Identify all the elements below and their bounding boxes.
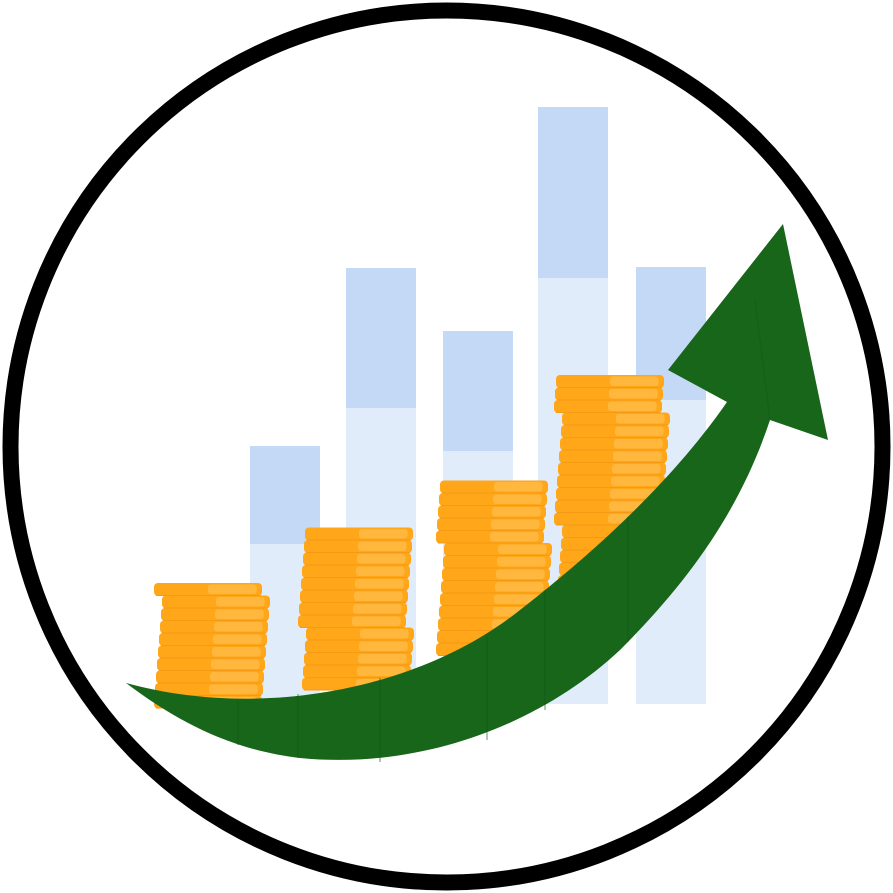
coin	[305, 527, 413, 541]
coin	[162, 595, 270, 609]
coin	[443, 555, 551, 569]
coin	[303, 552, 411, 566]
coin	[556, 375, 664, 388]
coin	[437, 518, 545, 531]
coin	[306, 627, 414, 641]
coin	[560, 437, 668, 451]
coin	[154, 583, 262, 596]
arrow-shaft	[126, 402, 770, 760]
coin	[298, 615, 406, 628]
coin	[558, 462, 666, 476]
coin	[556, 487, 664, 501]
coin	[436, 530, 544, 544]
coin	[302, 565, 410, 578]
arrow-head	[668, 224, 828, 440]
coin	[441, 580, 549, 594]
coin	[442, 568, 550, 581]
coin	[160, 620, 268, 634]
growth-arrow-icon	[126, 224, 828, 762]
coin	[161, 608, 269, 621]
coin	[156, 670, 264, 684]
coin	[440, 593, 548, 606]
coin	[157, 658, 265, 671]
coin	[557, 475, 665, 488]
coin	[444, 543, 552, 556]
coin	[438, 505, 546, 519]
coin	[562, 412, 670, 426]
coin	[304, 540, 412, 553]
coin	[559, 450, 667, 463]
coin	[440, 480, 548, 494]
coin	[554, 400, 662, 413]
coin	[299, 602, 407, 616]
coin	[305, 640, 413, 653]
coin	[301, 577, 409, 591]
coin	[158, 645, 266, 659]
coin	[439, 493, 547, 506]
coin	[159, 633, 267, 646]
coin-stack-icon	[154, 583, 270, 709]
coin-stack-icon	[298, 527, 414, 691]
coin	[304, 652, 412, 666]
coin	[555, 387, 663, 401]
coin	[561, 425, 669, 438]
coin	[300, 590, 408, 603]
